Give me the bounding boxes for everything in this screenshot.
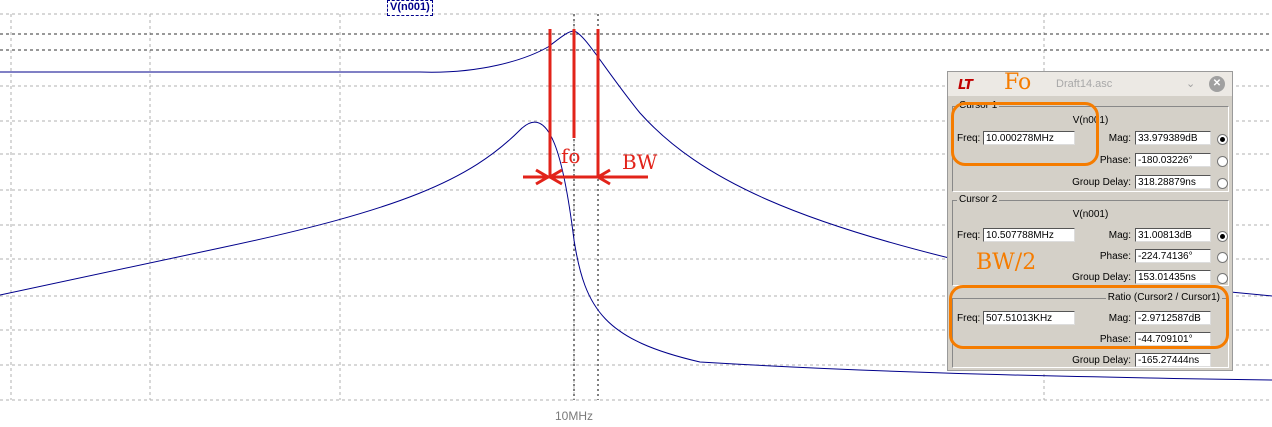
bandwidth-markup — [523, 29, 648, 186]
cursor2-phase-label: Phase: — [1099, 251, 1131, 262]
plot-grid — [0, 13, 1272, 401]
cursor1-freq-field[interactable]: 10.000278MHz — [983, 131, 1075, 145]
ratio-phase-label: Phase: — [1099, 334, 1131, 345]
close-icon[interactable]: ✕ — [1209, 76, 1225, 92]
cursor2-gd-label: Group Delay: — [1072, 272, 1131, 283]
phase-trace — [0, 121, 1272, 381]
cursor1-gd-radio[interactable] — [1217, 178, 1228, 189]
cursor1-phase-label: Phase: — [1099, 155, 1131, 166]
fo-annotation: fo — [561, 144, 581, 168]
cursor-readout-window[interactable]: LT Draft14.asc ⌄ ✕ Cursor 1 V(n001) Freq… — [947, 71, 1233, 371]
cursor2-node: V(n001) — [1072, 209, 1109, 220]
ratio-gd-field[interactable]: -165.27444ns — [1135, 353, 1211, 367]
ratio-phase-field[interactable]: -44.709101° — [1135, 332, 1211, 346]
cursor2-freq-label: Freq: — [957, 230, 981, 241]
cursor1-freq-label: Freq: — [957, 133, 981, 144]
ratio-group: Ratio (Cursor2 / Cursor1) Freq: 507.5101… — [952, 292, 1229, 368]
cursor1-mag-field[interactable]: 33.979389dB — [1135, 131, 1211, 145]
cursor1-phase-radio[interactable] — [1217, 156, 1228, 167]
cursor2-phase-radio[interactable] — [1217, 252, 1228, 263]
cursor2-mag-radio[interactable] — [1217, 231, 1228, 242]
cursor1-freq-highlight — [951, 102, 1099, 166]
window-titlebar[interactable]: LT Draft14.asc ⌄ ✕ — [948, 72, 1232, 96]
cursor2-group: Cursor 2 V(n001) Freq: 10.507788MHz Mag:… — [952, 194, 1229, 286]
cursor1-mag-label: Mag: — [1108, 133, 1131, 144]
cursor1-mag-radio[interactable] — [1217, 134, 1228, 145]
cursor2-phase-field[interactable]: -224.74136° — [1135, 249, 1211, 263]
cursor2-gd-radio[interactable] — [1217, 273, 1228, 284]
cursor2-freq-field[interactable]: 10.507788MHz — [983, 228, 1075, 242]
cursor2-gd-field[interactable]: 153.01435ns — [1135, 270, 1211, 284]
cursor2-mag-field[interactable]: 31.00813dB — [1135, 228, 1211, 242]
x-axis-tick-label: 10MHz — [554, 409, 594, 423]
cursor1-phase-field[interactable]: -180.03226° — [1135, 153, 1211, 167]
bw-annotation: BW — [622, 150, 658, 174]
bw-half-callout: BW/2 — [976, 250, 1037, 275]
fo-callout: Fo — [1004, 70, 1032, 95]
ratio-mag-field[interactable]: -2.9712587dB — [1135, 311, 1211, 325]
ratio-gd-label: Group Delay: — [1072, 355, 1131, 366]
cursor1-legend: Cursor 1 — [957, 100, 1000, 111]
chevron-down-icon[interactable]: ⌄ — [1186, 78, 1196, 90]
ltspice-logo-icon: LT — [958, 78, 973, 93]
cursor1-node: V(n001) — [1072, 115, 1109, 126]
ratio-highlight — [949, 285, 1229, 349]
cursor1-gd-field[interactable]: 318.28879ns — [1135, 175, 1211, 189]
ratio-legend: Ratio (Cursor2 / Cursor1) — [1105, 292, 1222, 303]
cursor2-mag-label: Mag: — [1108, 230, 1131, 241]
magnitude-trace — [0, 30, 1272, 297]
ratio-freq-label: Freq: — [957, 313, 981, 324]
trace-label[interactable]: V(n001) — [387, 0, 433, 16]
cursor1-group: Cursor 1 V(n001) Freq: 10.000278MHz Mag:… — [952, 100, 1229, 192]
cursor1-gd-label: Group Delay: — [1072, 177, 1131, 188]
ratio-freq-field[interactable]: 507.51013KHz — [983, 311, 1075, 325]
cursor2-legend: Cursor 2 — [957, 194, 1000, 205]
window-title: Draft14.asc — [1056, 78, 1113, 90]
ratio-mag-label: Mag: — [1108, 313, 1131, 324]
